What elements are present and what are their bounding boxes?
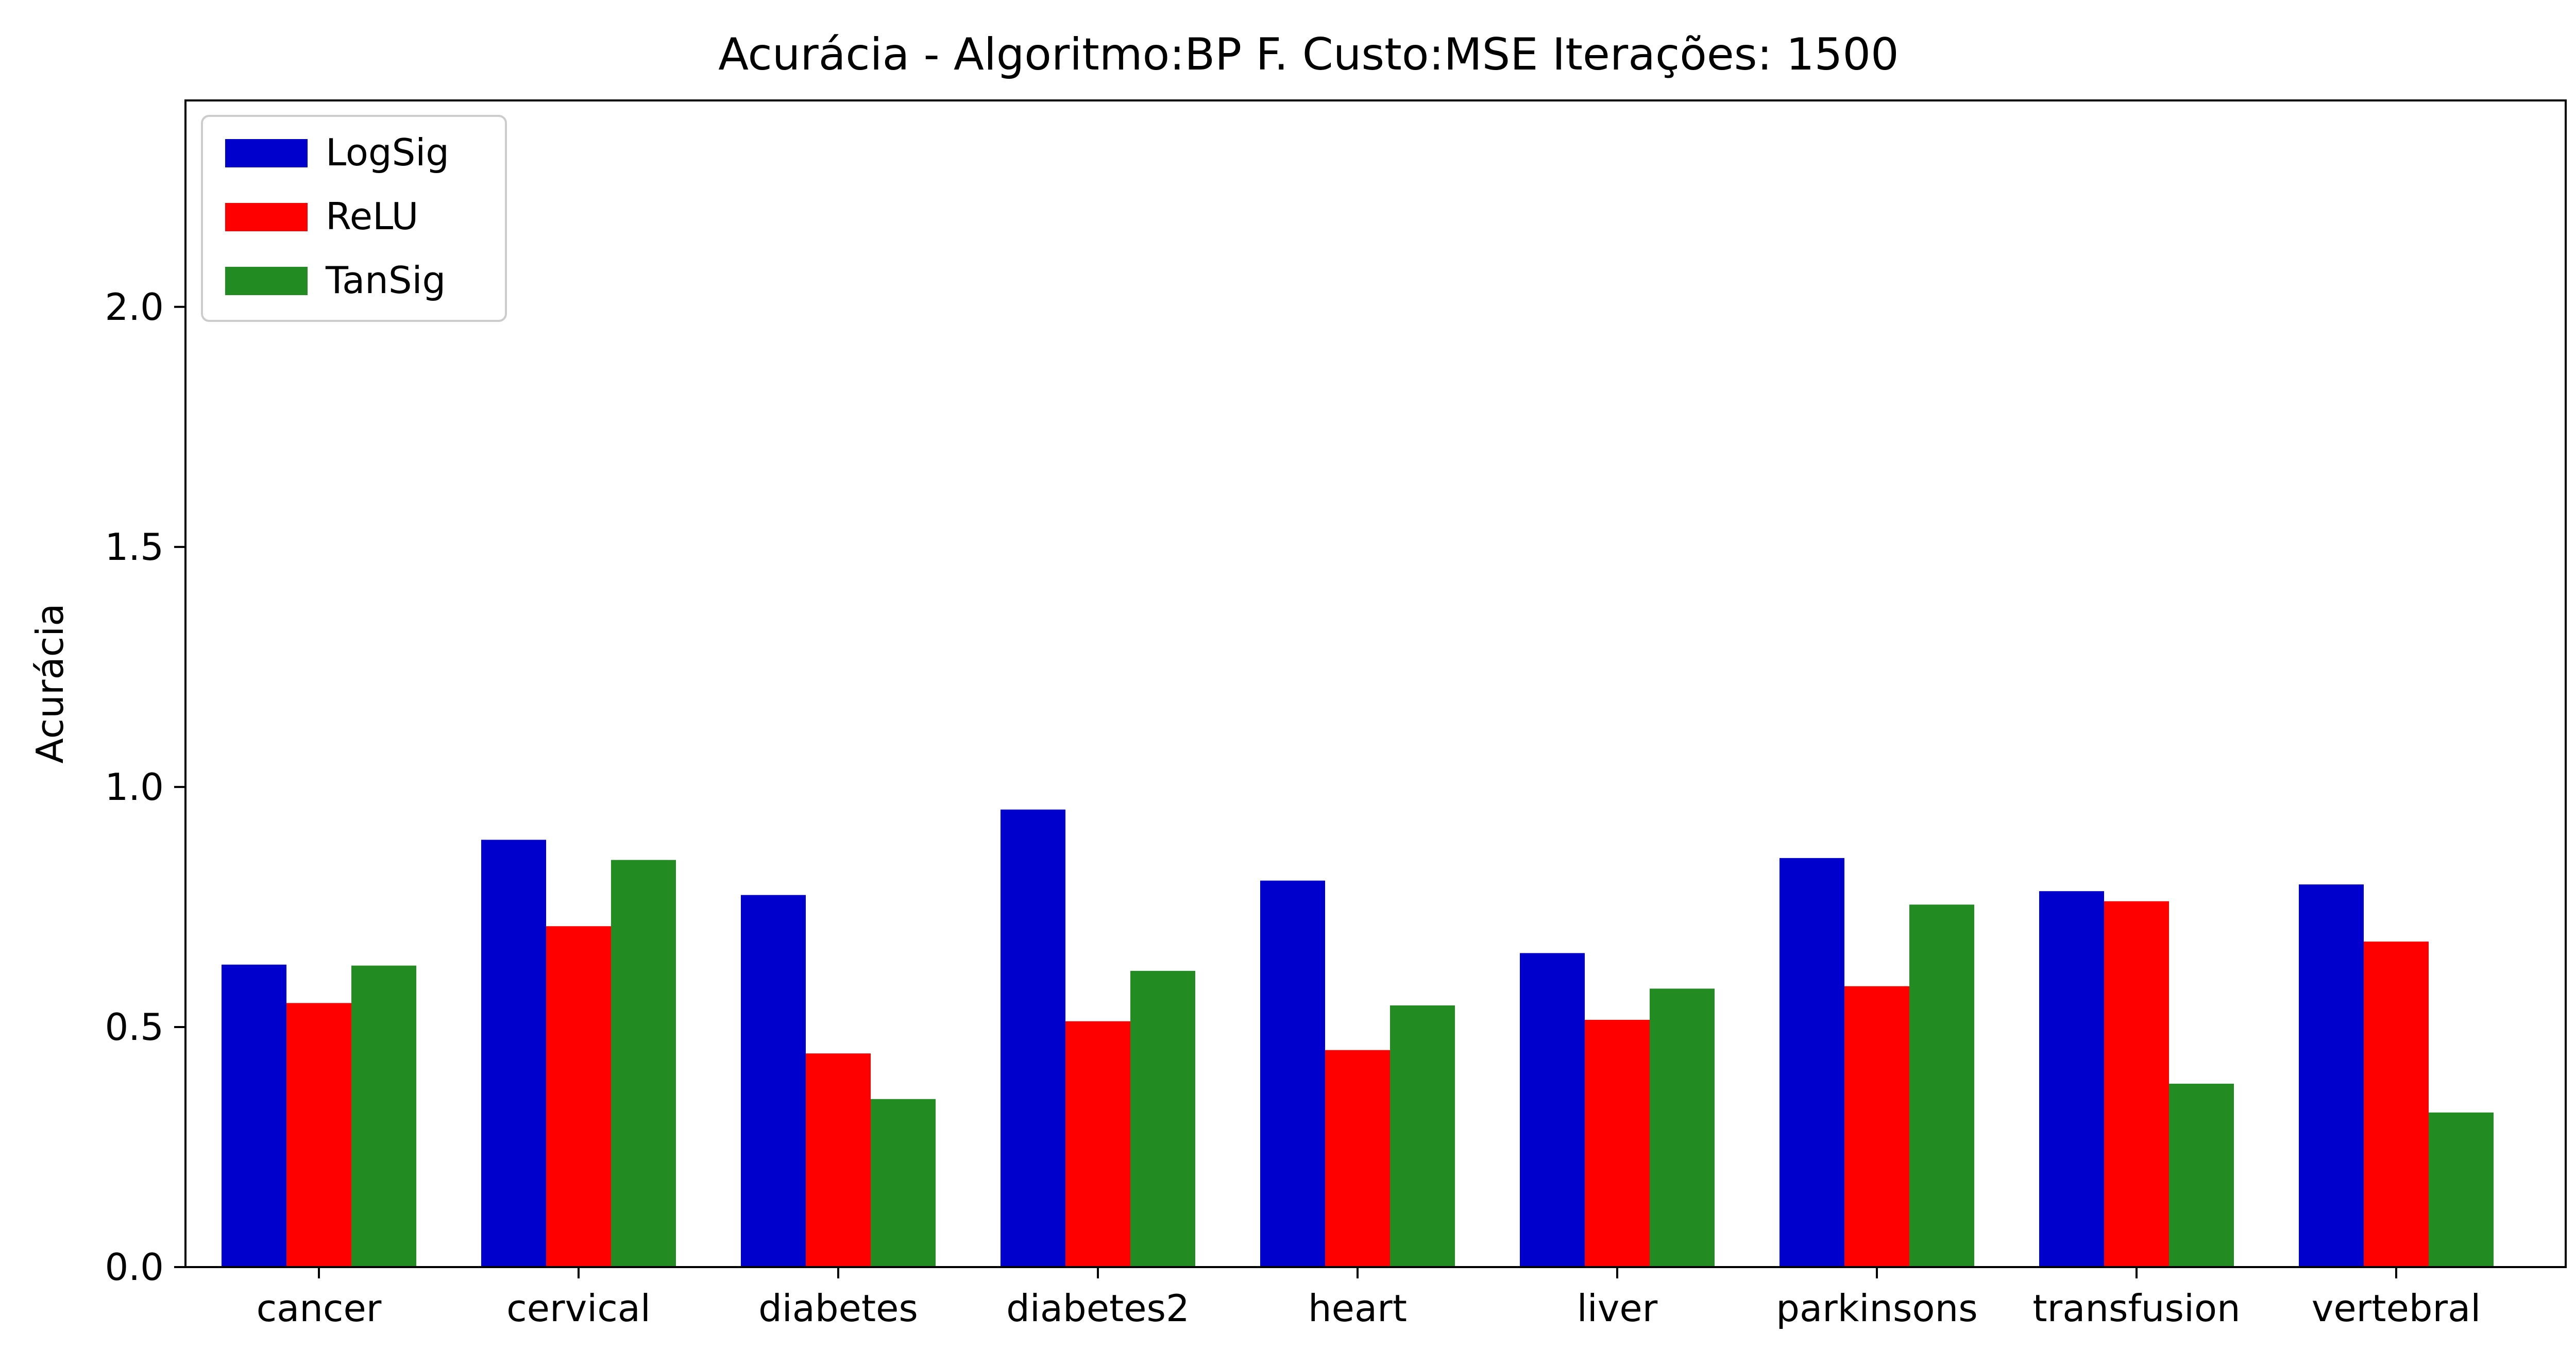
bar-logsig-vertebral [2299, 884, 2364, 1267]
bar-tansig-vertebral [2429, 1112, 2494, 1267]
bar-tansig-cancer [351, 965, 416, 1267]
bar-relu-transfusion [2104, 901, 2169, 1267]
bar-logsig-heart [1260, 880, 1325, 1267]
x-axis: cancer cervical diabetes diabetes2 heart live… [257, 1267, 2481, 1330]
y-tick-label: 0.5 [105, 1005, 164, 1049]
bar-logsig-liver [1520, 953, 1585, 1267]
x-tick-label-transfusion: transfusion [2032, 1287, 2240, 1330]
bar-tansig-diabetes [871, 1099, 936, 1267]
x-tick-label-parkinsons: parkinsons [1776, 1287, 1977, 1330]
legend-label-logsig: LogSig [326, 131, 449, 174]
legend: LogSig ReLU TanSig [201, 115, 507, 322]
bar-tansig-heart [1390, 1005, 1455, 1267]
legend-swatch-relu [225, 203, 308, 231]
x-tick-label-liver: liver [1577, 1287, 1658, 1330]
bar-logsig-transfusion [2039, 891, 2104, 1267]
y-tick-label: 0.0 [105, 1245, 164, 1289]
y-axis-label: Acurácia [28, 604, 72, 764]
chart-title: Acurácia - Algoritmo:BP F. Custo:MSE Ite… [718, 29, 1899, 80]
bar-tansig-cervical [611, 860, 676, 1267]
bar-logsig-cervical [481, 840, 546, 1267]
bar-logsig-parkinsons [1780, 858, 1844, 1267]
bar-relu-diabetes [806, 1053, 871, 1267]
y-axis: 0.0 0.5 1.0 1.5 2.0 [105, 285, 185, 1289]
x-tick-label-vertebral: vertebral [2312, 1287, 2481, 1330]
bar-logsig-diabetes2 [1001, 809, 1065, 1267]
bar-logsig-diabetes [741, 895, 806, 1267]
bars-layer [222, 809, 2494, 1267]
y-tick-label: 1.0 [105, 765, 164, 809]
plot-frame [184, 99, 2567, 1268]
bar-tansig-transfusion [2169, 1083, 2234, 1267]
bar-tansig-diabetes2 [1130, 970, 1195, 1267]
legend-label-relu: ReLU [326, 195, 418, 238]
legend-swatch-logsig [225, 139, 308, 167]
x-tick-label-diabetes: diabetes [758, 1287, 918, 1330]
legend-label-tansig: TanSig [325, 259, 446, 302]
x-tick-label-cancer: cancer [257, 1287, 382, 1330]
legend-swatch-tansig [225, 267, 308, 295]
bar-logsig-cancer [222, 964, 286, 1267]
x-tick-label-cervical: cervical [506, 1287, 651, 1330]
y-tick-label: 1.5 [105, 525, 164, 569]
bar-relu-cancer [286, 1003, 351, 1267]
bar-tansig-parkinsons [1909, 904, 1974, 1267]
bar-relu-vertebral [2364, 942, 2429, 1267]
x-tick-label-heart: heart [1308, 1287, 1407, 1330]
bar-relu-liver [1585, 1019, 1650, 1267]
bar-tansig-liver [1650, 988, 1715, 1267]
x-tick-label-diabetes2: diabetes2 [1006, 1287, 1190, 1330]
bar-relu-diabetes2 [1065, 1021, 1130, 1267]
y-tick-label: 2.0 [105, 285, 164, 329]
bar-relu-parkinsons [1844, 986, 1909, 1267]
bar-relu-cervical [546, 926, 611, 1267]
bar-relu-heart [1325, 1050, 1390, 1267]
